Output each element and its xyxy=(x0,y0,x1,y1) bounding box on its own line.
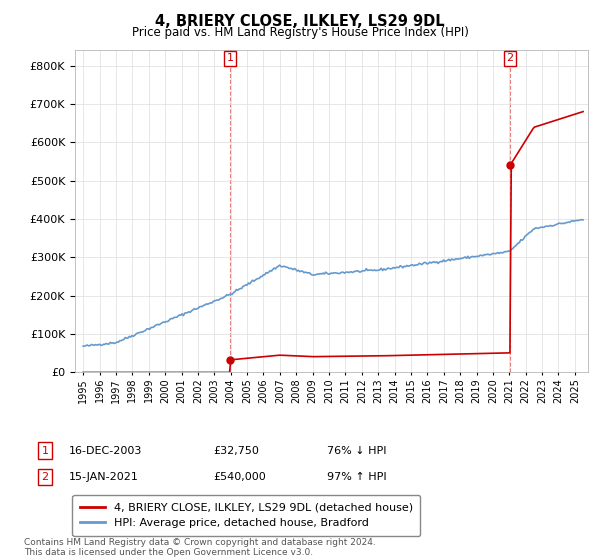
Text: 97% ↑ HPI: 97% ↑ HPI xyxy=(327,472,386,482)
Text: Contains HM Land Registry data © Crown copyright and database right 2024.
This d: Contains HM Land Registry data © Crown c… xyxy=(24,538,376,557)
Text: £540,000: £540,000 xyxy=(213,472,266,482)
Text: £32,750: £32,750 xyxy=(213,446,259,456)
Text: 16-DEC-2003: 16-DEC-2003 xyxy=(69,446,142,456)
Text: 2: 2 xyxy=(41,472,49,482)
Text: 2: 2 xyxy=(506,53,514,63)
Text: 1: 1 xyxy=(227,53,233,63)
Text: Price paid vs. HM Land Registry's House Price Index (HPI): Price paid vs. HM Land Registry's House … xyxy=(131,26,469,39)
Text: 4, BRIERY CLOSE, ILKLEY, LS29 9DL: 4, BRIERY CLOSE, ILKLEY, LS29 9DL xyxy=(155,14,445,29)
Legend: 4, BRIERY CLOSE, ILKLEY, LS29 9DL (detached house), HPI: Average price, detached: 4, BRIERY CLOSE, ILKLEY, LS29 9DL (detac… xyxy=(73,495,421,536)
Text: 76% ↓ HPI: 76% ↓ HPI xyxy=(327,446,386,456)
Text: 1: 1 xyxy=(41,446,49,456)
Text: 15-JAN-2021: 15-JAN-2021 xyxy=(69,472,139,482)
